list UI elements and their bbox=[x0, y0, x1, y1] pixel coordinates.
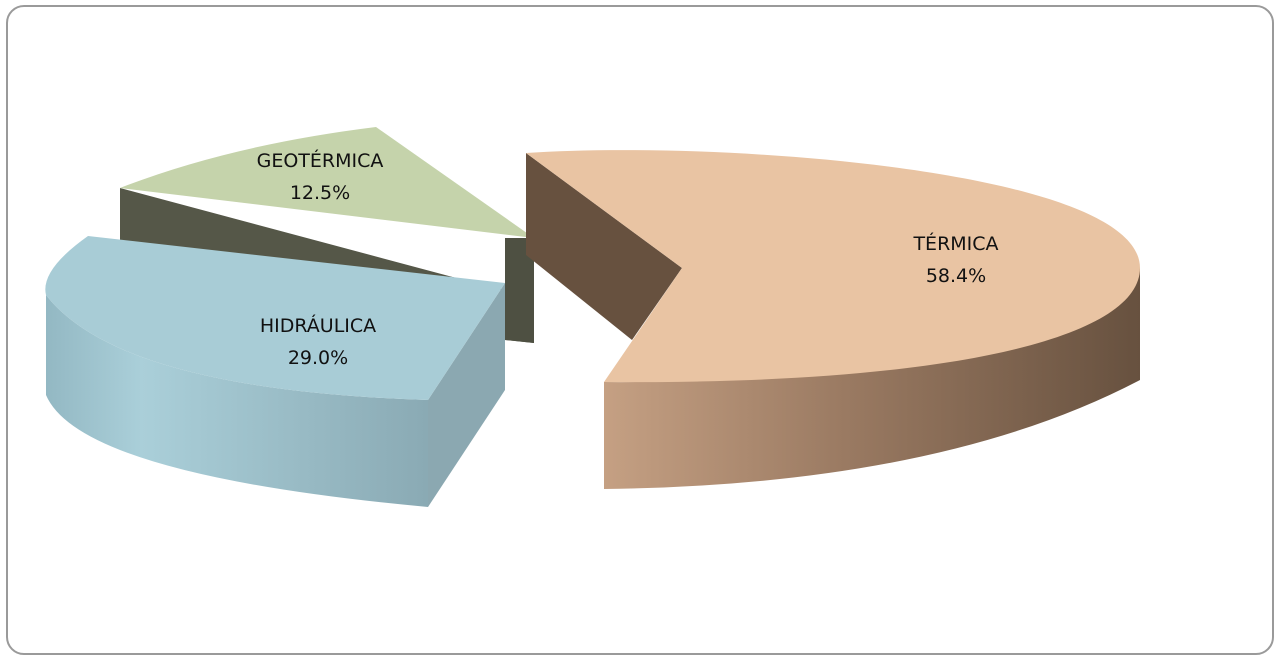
slice-hidraulica-inner-side bbox=[428, 283, 505, 507]
slice-termica-outer-wall bbox=[604, 268, 1140, 489]
slice-termica bbox=[526, 150, 1140, 489]
label-hidraulica-name: HIDRÁULICA bbox=[260, 314, 376, 337]
data-labels: GEOTÉRMICA 12.5% TÉRMICA 58.4% HIDRÁULIC… bbox=[257, 149, 999, 369]
slice-hidraulica bbox=[45, 236, 505, 507]
label-termica-value: 58.4% bbox=[926, 265, 986, 287]
slice-termica-inner-wall bbox=[526, 153, 682, 340]
slice-termica-top bbox=[526, 150, 1140, 383]
label-geotermica-value: 12.5% bbox=[290, 182, 350, 204]
slice-geotermica-inner-side bbox=[505, 238, 534, 343]
slice-hidraulica-top bbox=[45, 236, 505, 400]
label-geotermica-name: GEOTÉRMICA bbox=[257, 149, 384, 172]
label-hidraulica-value: 29.0% bbox=[288, 347, 348, 369]
label-termica-name: TÉRMICA bbox=[912, 232, 998, 255]
slice-hidraulica-side bbox=[46, 295, 428, 507]
slice-geotermica-top bbox=[120, 127, 534, 238]
